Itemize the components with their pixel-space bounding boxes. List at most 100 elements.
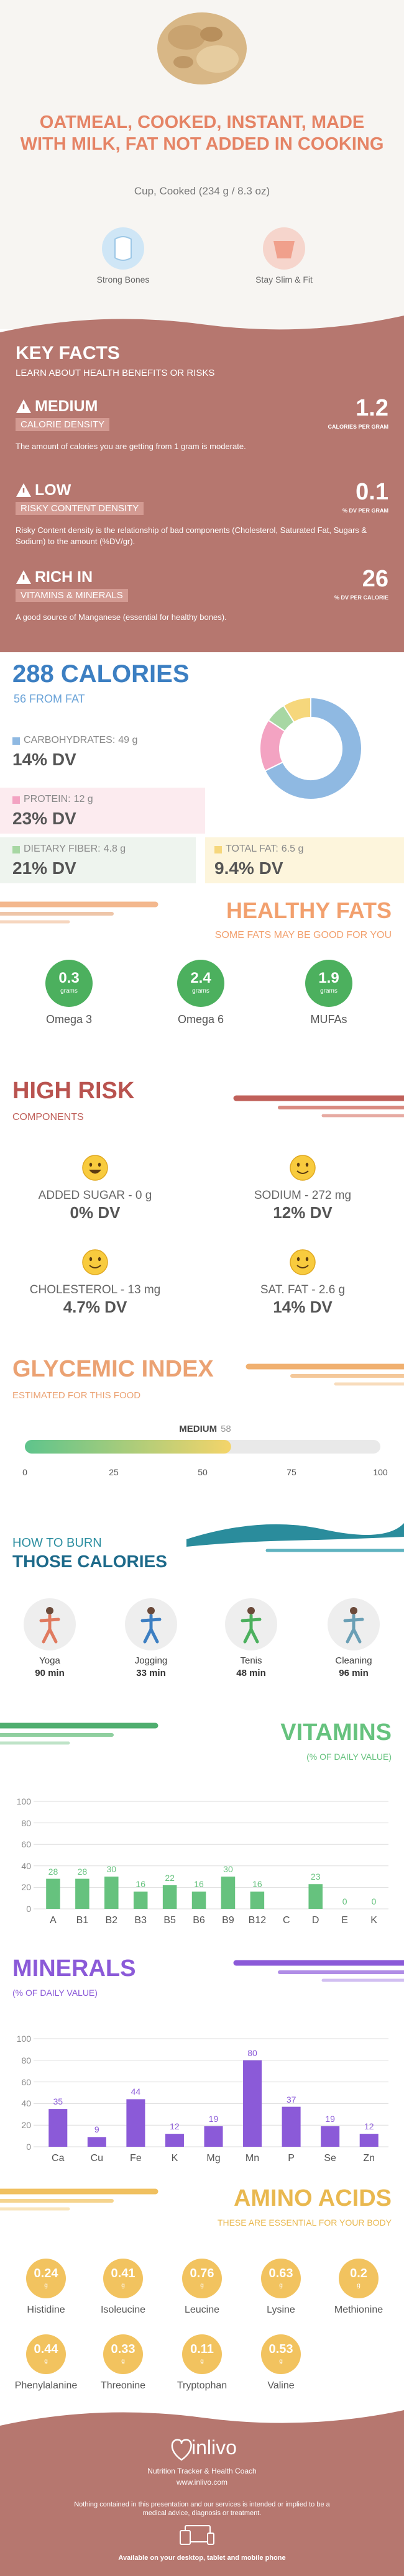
activity-duration: 90 min [35, 1668, 65, 1678]
key-facts-background [0, 316, 404, 652]
x-tick-label: B12 [248, 1915, 267, 1926]
amino-badge [103, 2259, 143, 2298]
section-subtitle: ESTIMATED FOR THIS FOOD [12, 1390, 141, 1401]
x-tick-label: B9 [222, 1915, 234, 1926]
value-label: 44 [131, 2087, 141, 2097]
x-tick-label: C [283, 1915, 290, 1926]
legend-entry: PROTEIN: 12 g [24, 794, 93, 805]
y-tick-label: 80 [21, 1818, 31, 1828]
value-label: 0 [342, 1896, 347, 1906]
emoji-mouth [89, 1170, 101, 1174]
value-label: 12 [170, 2121, 180, 2132]
x-tick-label: B5 [163, 1915, 176, 1926]
legend-entry: CARBOHYDRATES: 49 g [24, 735, 137, 746]
y-tick-label: 40 [21, 1860, 31, 1871]
gauge-value: 58 [221, 1424, 231, 1434]
bar [282, 2106, 301, 2147]
activity-figure [343, 1614, 364, 1644]
x-tick-label: D [311, 1915, 319, 1926]
amino-unit: g [200, 2282, 204, 2289]
section-subtitle: COMPONENTS [12, 1112, 84, 1122]
activity-figure-head [46, 1607, 53, 1614]
emoji [82, 1155, 108, 1181]
bar [321, 2126, 340, 2147]
x-tick-label: Cu [90, 2153, 104, 2164]
bar [87, 2137, 106, 2147]
fat-badge [305, 960, 352, 1007]
activity-figure [39, 1614, 60, 1644]
risk-dv: 4.7% DV [63, 1298, 127, 1316]
brand: inlivo [191, 2436, 237, 2459]
fat-value: 2.4 [190, 970, 211, 986]
risk-dv: 0% DV [70, 1203, 121, 1222]
risk-dv: 12% DV [273, 1203, 333, 1222]
fact-unit: % DV PER GRAM [342, 507, 388, 514]
section-title: THOSE CALORIES [12, 1552, 167, 1571]
disclaimer: Nothing contained in this presentation a… [74, 2501, 330, 2517]
title: OATMEAL, COOKED, INSTANT, MADE WITH MILK… [20, 112, 384, 154]
value-label: 37 [286, 2094, 296, 2105]
x-tick-label: P [288, 2153, 295, 2164]
risk-label: SODIUM - 272 mg [254, 1189, 352, 1202]
legend-dv: 14% DV [12, 750, 76, 769]
emoji [290, 1155, 316, 1181]
badge-label: Stay Slim & Fit [255, 275, 313, 284]
bar [75, 1878, 90, 1909]
y-tick-label: 80 [21, 2055, 31, 2065]
activity-duration: 96 min [339, 1668, 369, 1678]
y-tick-label: 20 [21, 1882, 31, 1893]
amino-badge [261, 2334, 301, 2374]
value-label: 0 [371, 1896, 377, 1906]
legend-name: CARBOHYDRATES: [24, 735, 116, 745]
legend-name: TOTAL FAT: [226, 844, 278, 854]
value-label: 28 [48, 1866, 58, 1877]
x-tick-label: 25 [109, 1467, 119, 1477]
activity-figure-head [147, 1607, 155, 1614]
amino-unit: g [279, 2282, 283, 2289]
amino-name: Valine [267, 2380, 295, 2391]
fact-description: A good source of Manganese (essential fo… [16, 612, 227, 622]
legend-entry: DIETARY FIBER: 4.8 g [24, 844, 126, 855]
badge-label: Strong Bones [96, 275, 150, 284]
x-tick-label: 100 [373, 1467, 388, 1477]
section-subtitle: THESE ARE ESSENTIAL FOR YOUR BODY [217, 2218, 392, 2228]
amino-name: Methionine [334, 2305, 383, 2315]
section-title: 288 CALORIES [12, 660, 190, 688]
legend-amount: 49 g [118, 735, 138, 745]
x-tick-label: B3 [134, 1915, 147, 1926]
y-tick-label: 60 [21, 1839, 31, 1850]
bar [243, 2060, 262, 2147]
fat-name: Omega 6 [177, 1013, 224, 1026]
bar [46, 1878, 60, 1909]
amino-value: 0.33 [111, 2342, 135, 2356]
y-tick-label: 40 [21, 2098, 31, 2109]
y-tick-label: 0 [26, 2142, 31, 2152]
bar [165, 2134, 184, 2147]
fat-unit: grams [60, 988, 78, 994]
amino-value: 0.41 [111, 2267, 135, 2280]
fact-description: Risky Content density is the relationshi… [16, 526, 367, 546]
activity-figure-head [350, 1607, 357, 1614]
amino-value: 0.63 [269, 2267, 293, 2280]
fact-unit: CALORIES PER GRAM [328, 424, 388, 430]
fact-unit: % DV PER CALORIE [334, 594, 388, 601]
amino-unit: g [44, 2358, 48, 2365]
fat-unit: grams [320, 988, 337, 994]
fact-value: 0.1 [356, 479, 388, 505]
risk-label: ADDED SUGAR - 0 g [38, 1189, 152, 1202]
legend-swatch [12, 846, 20, 853]
decor-wave [186, 1523, 404, 1547]
amino-unit: g [121, 2358, 125, 2365]
activity-figure-head [247, 1607, 255, 1614]
value-label: 19 [325, 2113, 335, 2124]
y-tick-label: 100 [16, 2034, 31, 2044]
bar [191, 1891, 206, 1909]
fact-level: RICH IN [35, 568, 93, 586]
amino-badge [182, 2259, 222, 2298]
legend-name: DIETARY FIBER: [24, 844, 101, 854]
value-label: 22 [165, 1872, 175, 1883]
value-label: 28 [77, 1866, 88, 1877]
bar [162, 1885, 177, 1909]
legend-swatch [12, 796, 20, 804]
